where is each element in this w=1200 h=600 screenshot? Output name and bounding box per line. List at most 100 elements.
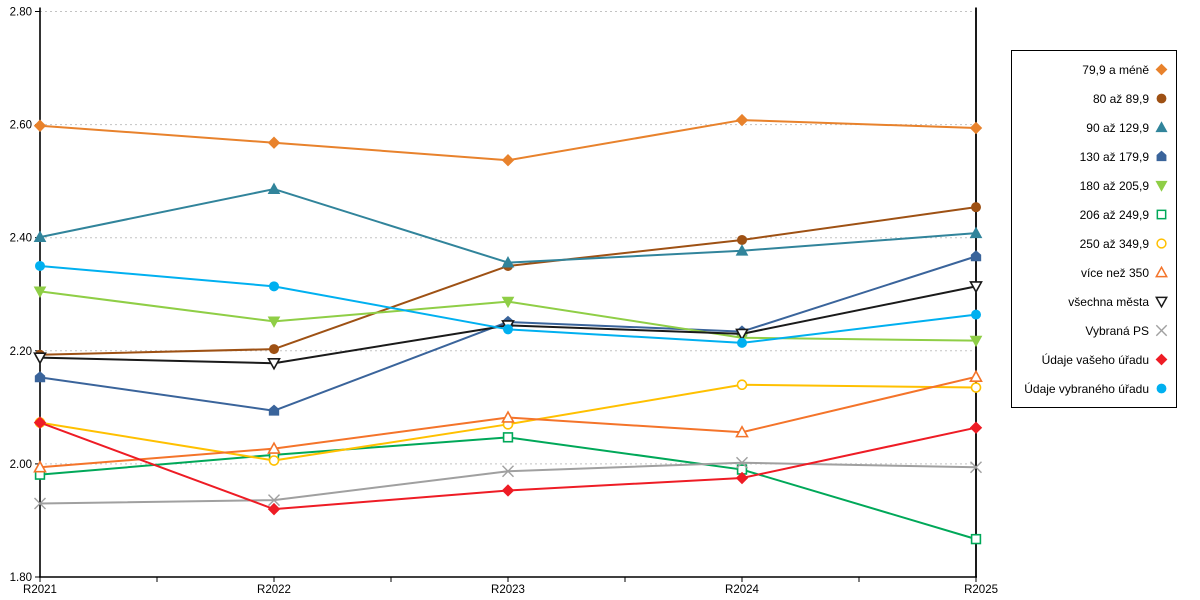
legend-label: Údaje vybraného úřadu bbox=[1024, 381, 1149, 396]
circle-marker-icon bbox=[970, 382, 982, 393]
legend-label: více než 350 bbox=[1080, 265, 1149, 280]
diamond-marker-icon bbox=[501, 154, 515, 167]
triangle-down-marker-icon bbox=[33, 286, 47, 298]
diamond-icon bbox=[1155, 353, 1168, 366]
triangle-down-marker-icon bbox=[501, 296, 515, 309]
triangle-up-icon bbox=[1155, 121, 1168, 133]
triangle-down-marker-icon bbox=[735, 328, 749, 341]
y-axis-label: 2.80 bbox=[10, 7, 32, 19]
triangle-up-marker-icon bbox=[267, 441, 281, 454]
series-7 bbox=[33, 369, 983, 473]
diamond-icon bbox=[1155, 353, 1168, 366]
x-axis-label: R2024 bbox=[725, 584, 759, 596]
square-marker-icon bbox=[970, 533, 982, 545]
series-2 bbox=[33, 182, 983, 268]
y-axis-label: 2.20 bbox=[10, 346, 32, 358]
triangle-up-marker-icon bbox=[969, 369, 983, 383]
legend-label: 180 až 205,9 bbox=[1079, 178, 1149, 193]
triangle-up-marker-icon bbox=[501, 256, 515, 268]
triangle-down-marker-icon bbox=[969, 335, 983, 348]
circle-marker-icon bbox=[34, 260, 46, 271]
legend-item-11: Údaje vybraného úřadu bbox=[1012, 381, 1176, 396]
triangle-up-marker-icon bbox=[735, 244, 749, 256]
triangle-down-marker-icon bbox=[33, 352, 47, 365]
triangle-up-icon bbox=[1155, 265, 1168, 278]
diamond-marker-icon bbox=[969, 421, 983, 434]
circle-icon bbox=[1156, 93, 1167, 104]
pentagon-marker-icon bbox=[34, 371, 46, 383]
x-marker-icon bbox=[970, 461, 982, 474]
triangle-down-marker-icon bbox=[969, 281, 983, 294]
diamond-icon bbox=[1155, 63, 1168, 76]
legend-item-10: Údaje vašeho úřadu bbox=[1012, 352, 1176, 367]
triangle-up-marker-icon bbox=[501, 410, 515, 423]
x-icon bbox=[1155, 324, 1168, 337]
diamond-marker-icon bbox=[33, 119, 47, 132]
triangle-up-marker-icon bbox=[33, 460, 47, 473]
triangle-down-marker-icon bbox=[267, 358, 281, 371]
circle-icon bbox=[1156, 93, 1167, 104]
diamond-marker-icon bbox=[735, 113, 749, 127]
x-marker-icon bbox=[268, 494, 280, 507]
series-0 bbox=[33, 113, 983, 167]
legend-label: 250 až 349,9 bbox=[1079, 236, 1149, 251]
series-1 bbox=[34, 202, 982, 360]
x-marker-icon bbox=[736, 456, 748, 469]
legend-label: 90 až 129,9 bbox=[1086, 120, 1149, 135]
y-axis-label: 2.00 bbox=[10, 459, 32, 471]
legend-label: Vybraná PS bbox=[1085, 323, 1149, 338]
legend-item-0: 79,9 a méně bbox=[1012, 62, 1176, 77]
circle-marker-icon bbox=[268, 455, 280, 466]
legend: 79,9 a méně 80 až 89,9 90 až 129,9 130 až 1… bbox=[1011, 50, 1177, 408]
legend-item-3: 130 až 179,9 bbox=[1012, 149, 1176, 164]
circle-marker-icon bbox=[736, 234, 748, 245]
triangle-up-icon bbox=[1155, 265, 1168, 278]
legend-item-7: více než 350 bbox=[1012, 265, 1176, 280]
series-10 bbox=[33, 416, 983, 516]
x-axis-label: R2021 bbox=[23, 584, 57, 596]
x-axis-label: R2022 bbox=[257, 584, 291, 596]
legend-label: Údaje vašeho úřadu bbox=[1041, 352, 1149, 367]
triangle-up-marker-icon bbox=[735, 425, 749, 438]
circle-icon bbox=[1156, 383, 1167, 394]
pentagon-icon bbox=[1156, 150, 1167, 162]
diamond-marker-icon bbox=[267, 136, 281, 149]
legend-item-1: 80 až 89,9 bbox=[1012, 91, 1176, 106]
triangle-up-marker-icon bbox=[267, 182, 281, 194]
diamond-marker-icon bbox=[501, 484, 515, 497]
square-icon bbox=[1156, 209, 1167, 220]
series-line bbox=[39, 188, 977, 264]
series-11 bbox=[34, 260, 982, 348]
circle-marker-icon bbox=[268, 344, 280, 355]
y-axis-label: 2.60 bbox=[10, 120, 32, 132]
circle-icon bbox=[1156, 238, 1167, 249]
circle-marker-icon bbox=[736, 337, 748, 348]
diamond-icon bbox=[1155, 63, 1168, 76]
triangle-down-icon bbox=[1155, 296, 1168, 309]
legend-item-4: 180 až 205,9 bbox=[1012, 178, 1176, 193]
circle-marker-icon bbox=[970, 202, 982, 213]
legend-label: všechna města bbox=[1068, 294, 1149, 309]
square-icon bbox=[1156, 209, 1167, 220]
circle-marker-icon bbox=[268, 281, 280, 292]
triangle-down-marker-icon bbox=[267, 316, 281, 328]
legend-item-8: všechna města bbox=[1012, 294, 1176, 309]
y-axis-label: 2.40 bbox=[10, 233, 32, 245]
legend-item-2: 90 až 129,9 bbox=[1012, 120, 1176, 135]
legend-label: 80 až 89,9 bbox=[1092, 91, 1149, 106]
y-axis-label: 1.80 bbox=[10, 572, 32, 584]
x-axis-label: R2025 bbox=[964, 584, 998, 596]
triangle-up-marker-icon bbox=[969, 226, 983, 239]
x-marker-icon bbox=[502, 465, 514, 478]
circle-icon bbox=[1156, 238, 1167, 249]
triangle-up-marker-icon bbox=[33, 230, 47, 243]
triangle-down-icon bbox=[1155, 296, 1168, 309]
triangle-down-icon bbox=[1155, 180, 1168, 192]
circle-marker-icon bbox=[736, 379, 748, 391]
legend-label: 130 až 179,9 bbox=[1079, 149, 1149, 164]
triangle-up-icon bbox=[1155, 121, 1168, 133]
legend-label: 79,9 a méně bbox=[1082, 62, 1149, 77]
pentagon-marker-icon bbox=[268, 404, 280, 416]
